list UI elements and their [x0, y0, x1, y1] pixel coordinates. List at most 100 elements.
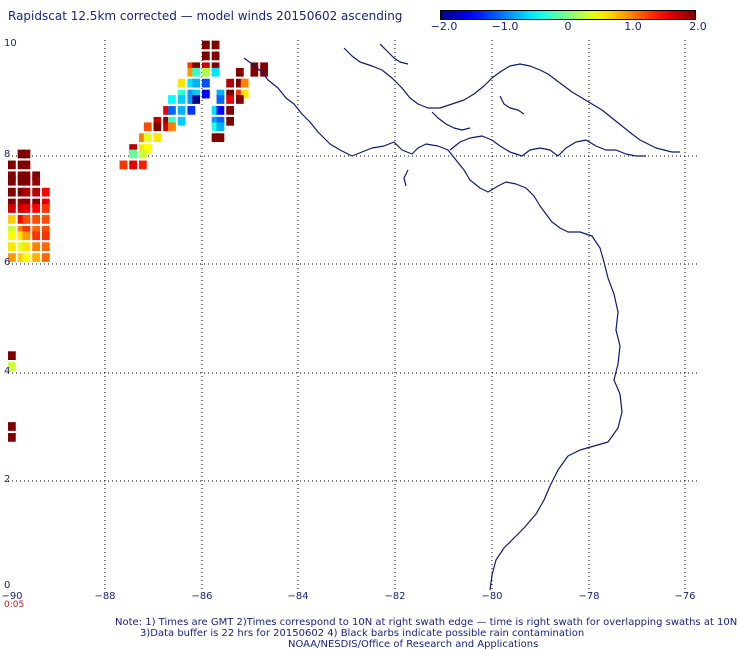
wind-cell: [202, 89, 210, 99]
wind-cell: [153, 116, 162, 126]
wind-cell: [22, 198, 31, 208]
wind-cell: [216, 122, 225, 132]
wind-cell: [41, 225, 50, 235]
wind-cell: [177, 89, 186, 99]
wind-cell: [17, 242, 26, 252]
wind-cell: [41, 198, 50, 208]
wind-cell: [211, 62, 220, 72]
wind-cell: [187, 106, 196, 115]
wind-cell: [8, 422, 16, 431]
lat-label: 6: [4, 257, 11, 268]
wind-cell: [8, 176, 16, 186]
wind-cell: [216, 116, 225, 126]
wind-cell: [235, 95, 244, 104]
wind-cell: [17, 187, 26, 197]
wind-cell: [8, 362, 16, 371]
wind-cell: [168, 122, 176, 132]
wind-cell: [226, 78, 235, 88]
wind-cell: [143, 122, 152, 132]
wind-cell: [8, 160, 16, 170]
wind-cell: [8, 351, 16, 361]
wind-cell: [216, 95, 225, 104]
wind-cell: [250, 67, 259, 77]
wind-cell: [8, 171, 16, 181]
wind-cell: [143, 133, 152, 143]
lon-label: −76: [674, 591, 696, 602]
wind-cell: [163, 106, 171, 115]
wind-cell: [32, 176, 41, 186]
wind-cell: [211, 51, 220, 61]
colorbar: [440, 10, 696, 20]
wind-cell: [8, 253, 16, 262]
wind-cell: [22, 225, 31, 235]
lat-lon-grid: [8, 40, 700, 590]
wind-cell: [32, 215, 41, 224]
swath-time-label: 0:05: [4, 600, 25, 610]
map-title: Rapidscat 12.5km corrected — model winds…: [8, 9, 403, 23]
wind-cell: [22, 215, 31, 224]
wind-cell: [211, 116, 220, 126]
lat-label: 2: [4, 474, 11, 485]
wind-cell: [211, 40, 220, 50]
wind-cell: [168, 116, 176, 126]
wind-cell: [32, 204, 41, 213]
wind-cell: [260, 62, 268, 72]
footnote-line: Note: 1) Times are GMT 2)Times correspon…: [115, 617, 738, 628]
wind-cell: [8, 198, 16, 208]
wind-cell: [202, 78, 210, 88]
wind-cell: [32, 253, 41, 262]
lat-label: 0: [4, 580, 11, 591]
lon-label: −88: [94, 591, 116, 602]
wind-cell: [32, 187, 41, 197]
wind-cell: [192, 95, 201, 104]
lat-label: 8: [4, 149, 11, 160]
wind-cell: [192, 67, 201, 77]
wind-cell: [17, 215, 26, 224]
wind-cell: [187, 67, 196, 77]
lon-label: −90: [1, 591, 23, 602]
wind-cell: [32, 242, 41, 252]
wind-cell: [22, 171, 31, 181]
wind-cell: [41, 253, 50, 262]
wind-cell: [41, 187, 50, 197]
wind-cell: [260, 67, 268, 77]
wind-cell: [22, 149, 31, 159]
wind-cell: [41, 242, 50, 252]
wind-cell: [22, 187, 31, 197]
wind-cell: [187, 62, 196, 72]
colorbar-tick-label: −2.0: [430, 20, 458, 33]
wind-cell: [17, 176, 26, 186]
wind-cell: [8, 187, 16, 197]
wind-cell: [41, 215, 50, 224]
wind-cell: [153, 122, 162, 132]
wind-cell: [202, 40, 210, 50]
wind-cell: [119, 160, 128, 170]
wind-cell: [192, 89, 201, 99]
wind-cell: [226, 89, 235, 99]
footnote-line: NOAA/NESDIS/Office of Research and Appli…: [288, 639, 539, 650]
wind-cell: [22, 160, 31, 170]
wind-cell: [211, 133, 220, 143]
wind-cell: [17, 253, 26, 262]
wind-cell: [235, 89, 244, 99]
wind-cell: [129, 149, 138, 159]
wind-cell: [235, 78, 244, 88]
wind-cell: [177, 106, 186, 115]
wind-cell: [17, 171, 26, 181]
wind-cell: [202, 67, 210, 77]
wind-cell: [187, 95, 196, 104]
wind-cell: [226, 106, 235, 115]
wind-cell: [177, 116, 186, 126]
wind-cell: [240, 89, 249, 99]
wind-cell: [8, 225, 16, 235]
wind-cell: [138, 133, 147, 143]
coastline: [243, 43, 680, 591]
wind-cell: [211, 106, 220, 115]
wind-cell: [129, 160, 138, 170]
wind-cells: [8, 40, 268, 442]
wind-cell: [8, 231, 16, 241]
wind-cell: [138, 144, 147, 153]
wind-cell: [41, 204, 50, 213]
wind-cell: [8, 215, 16, 224]
